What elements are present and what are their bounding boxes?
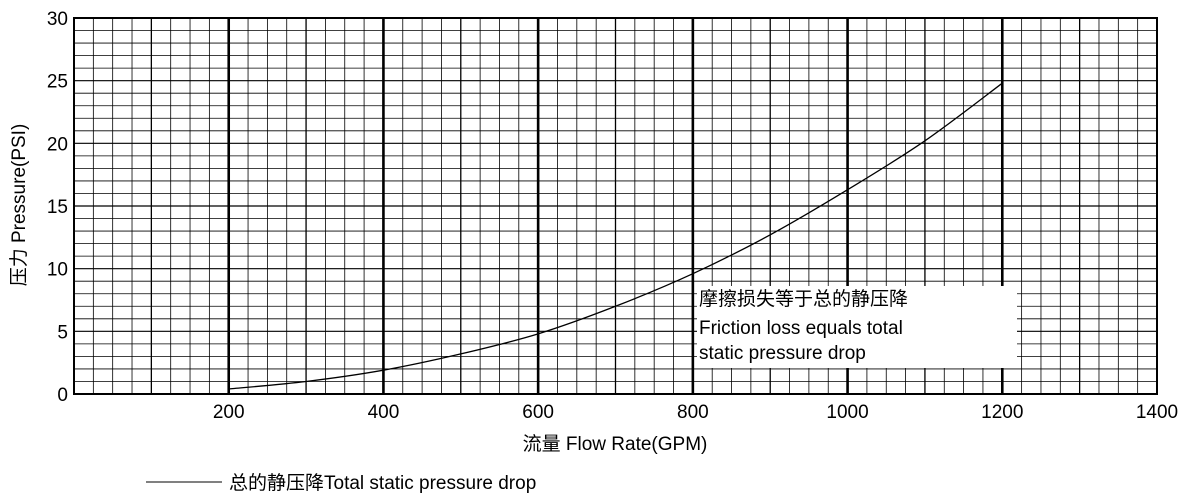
series-line-total-static-pressure-drop xyxy=(228,82,1003,390)
x-tick-labels: 200 400 600 800 1000 1200 1400 xyxy=(213,402,1178,423)
x-tick-label: 1200 xyxy=(981,402,1023,423)
x-tick-label: 200 xyxy=(213,402,245,423)
y-tick-label: 10 xyxy=(47,260,68,281)
annotation-line-en-1: Friction loss equals total xyxy=(699,318,903,339)
x-tick-label: 600 xyxy=(522,402,554,423)
x-tick-label: 800 xyxy=(677,402,709,423)
y-tick-label: 0 xyxy=(57,385,68,406)
x-axis-label: 流量 Flow Rate(GPM) xyxy=(523,433,708,455)
y-tick-labels: 0 5 10 15 20 25 30 xyxy=(47,9,68,406)
x-tick-label: 1000 xyxy=(826,402,868,423)
legend-entry: 总的静压降Total static pressure drop xyxy=(229,472,536,494)
x-tick-label: 1400 xyxy=(1136,402,1178,423)
x-tick-label: 400 xyxy=(368,402,400,423)
plot-frame xyxy=(73,17,1158,395)
y-tick-label: 20 xyxy=(47,134,68,155)
y-tick-label: 5 xyxy=(57,322,68,343)
y-tick-label: 30 xyxy=(47,9,68,30)
y-tick-label: 15 xyxy=(47,197,68,218)
annotation-line-cn: 摩擦损失等于总的静压降 xyxy=(699,288,908,310)
annotation-box xyxy=(697,286,1017,368)
y-axis-label: 压力 Pressure(PSI) xyxy=(8,124,30,287)
y-tick-label: 25 xyxy=(47,72,68,93)
annotation-line-en-2: static pressure drop xyxy=(699,343,866,364)
